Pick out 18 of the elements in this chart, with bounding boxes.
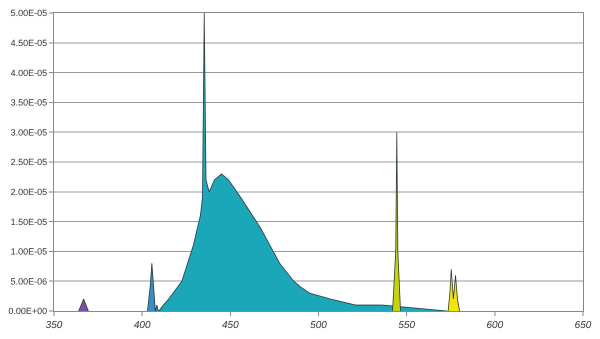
x-tick-label: 350 xyxy=(46,320,63,331)
y-tick-label: 2.00E-05 xyxy=(10,186,48,197)
y-tick-label: 3.50E-05 xyxy=(10,98,48,108)
x-tick-label: 550 xyxy=(398,320,416,331)
x-tick-label: 400 xyxy=(134,320,151,331)
x-tick-label: 500 xyxy=(310,320,328,331)
y-tick-label: 4.00E-05 xyxy=(10,68,48,78)
x-tick-label: 650 xyxy=(574,320,592,331)
y-tick-label: 2.50E-05 xyxy=(10,157,48,168)
x-tick-label: 600 xyxy=(486,320,504,331)
y-tick-label: 5.00E-05 xyxy=(10,8,48,18)
y-tick-label: 1.00E-05 xyxy=(10,246,48,257)
y-tick-label: 4.50E-05 xyxy=(10,38,48,48)
y-tick-label: 5.00E-06 xyxy=(10,276,48,286)
y-tick-label: 3.00E-05 xyxy=(10,127,48,138)
x-tick-label: 450 xyxy=(222,320,240,331)
y-tick-label: 1.50E-05 xyxy=(10,216,48,227)
y-tick-label: 0.00E+00 xyxy=(8,306,48,316)
